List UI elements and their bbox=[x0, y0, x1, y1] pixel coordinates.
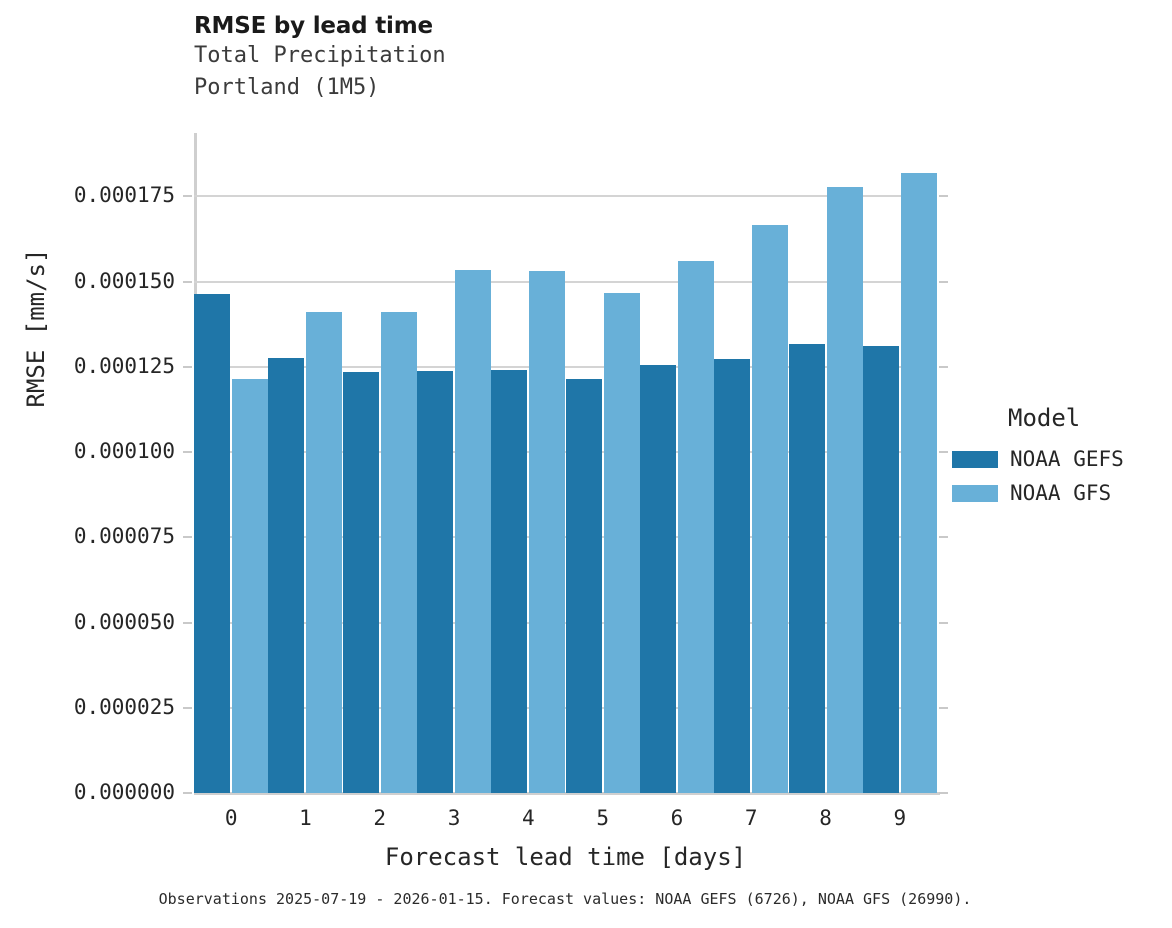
gridline bbox=[194, 621, 937, 624]
legend: Model NOAA GEFS NOAA GFS bbox=[952, 404, 1124, 512]
x-tick-label: 9 bbox=[893, 806, 907, 830]
y-tick-label: 0.000150 bbox=[73, 268, 175, 293]
y-tick-label: 0.000025 bbox=[73, 694, 175, 719]
bar-noaa-gfs-day-9 bbox=[900, 172, 937, 793]
x-tick-label: 0 bbox=[224, 806, 238, 830]
y-tick-label: 0.000175 bbox=[73, 183, 175, 208]
gridline bbox=[194, 280, 937, 283]
legend-rows: NOAA GEFS NOAA GFS bbox=[952, 444, 1124, 508]
y-tick-mark-right bbox=[939, 621, 948, 624]
bar-noaa-gefs-day-8 bbox=[788, 343, 825, 793]
x-tick-label: 6 bbox=[670, 806, 684, 830]
y-tick-mark bbox=[183, 706, 192, 709]
bar-noaa-gfs-day-6 bbox=[677, 261, 714, 793]
y-tick-label: 0.000075 bbox=[73, 524, 175, 549]
x-tick-label: 3 bbox=[447, 806, 461, 830]
bar-noaa-gefs-day-9 bbox=[862, 345, 899, 793]
y-tick-mark bbox=[183, 195, 192, 198]
y-tick-mark bbox=[183, 536, 192, 539]
legend-item-noaa-gfs[interactable]: NOAA GFS bbox=[952, 478, 1124, 508]
title-block: RMSE by lead time Total Precipitation Po… bbox=[194, 12, 446, 104]
y-tick-mark-right bbox=[939, 706, 948, 709]
bar-noaa-gefs-day-3 bbox=[417, 370, 454, 793]
bar-noaa-gefs-day-0 bbox=[194, 293, 231, 793]
y-tick-mark-right bbox=[939, 365, 948, 368]
x-tick-label: 8 bbox=[819, 806, 832, 830]
legend-swatch-icon bbox=[952, 484, 998, 502]
bar-noaa-gefs-day-1 bbox=[268, 358, 305, 793]
x-tick-label: 1 bbox=[299, 806, 312, 830]
y-axis-title: RMSE [mm/s] bbox=[22, 248, 50, 408]
y-tick-mark bbox=[183, 451, 192, 454]
bar-noaa-gefs-day-5 bbox=[565, 378, 602, 793]
y-tick-mark-right bbox=[939, 536, 948, 539]
x-tick-label: 4 bbox=[522, 806, 535, 830]
y-tick-mark-right bbox=[939, 451, 948, 454]
y-tick-mark bbox=[183, 621, 192, 624]
y-tick-label: 0.000125 bbox=[73, 353, 175, 378]
bar-noaa-gefs-day-7 bbox=[714, 359, 751, 793]
plot-area bbox=[183, 133, 948, 794]
bar-noaa-gfs-day-2 bbox=[380, 311, 417, 793]
bar-noaa-gfs-day-0 bbox=[232, 379, 269, 793]
bar-noaa-gfs-day-4 bbox=[529, 271, 566, 793]
y-tick-mark-right bbox=[939, 792, 948, 794]
bar-noaa-gefs-day-4 bbox=[491, 370, 528, 793]
y-tick-mark bbox=[183, 792, 192, 794]
legend-swatch-icon bbox=[952, 450, 998, 468]
gridline bbox=[194, 451, 937, 454]
chart-subtitle-location: Portland (1M5) bbox=[194, 75, 380, 100]
y-tick-mark-right bbox=[939, 195, 948, 198]
bar-noaa-gfs-day-7 bbox=[752, 225, 789, 793]
chart-caption: Observations 2025-07-19 - 2026-01-15. Fo… bbox=[158, 890, 972, 908]
y-tick-mark-right bbox=[939, 280, 948, 283]
legend-label: NOAA GFS bbox=[1010, 481, 1112, 505]
gridline bbox=[194, 195, 937, 198]
bar-noaa-gfs-day-5 bbox=[603, 292, 640, 793]
legend-item-noaa-gefs[interactable]: NOAA GEFS bbox=[952, 444, 1124, 474]
bar-noaa-gfs-day-8 bbox=[826, 186, 863, 793]
y-tick-label: 0.000050 bbox=[73, 609, 175, 634]
bar-noaa-gefs-day-6 bbox=[639, 365, 676, 793]
y-tick-mark bbox=[183, 365, 192, 368]
chart-title: RMSE by lead time bbox=[194, 13, 433, 39]
bar-noaa-gfs-day-1 bbox=[306, 311, 343, 793]
y-tick-label: 0.000000 bbox=[73, 780, 175, 804]
gridline bbox=[194, 706, 937, 709]
x-axis-spine bbox=[194, 792, 940, 795]
legend-title: Model bbox=[1008, 404, 1081, 432]
x-tick-label: 5 bbox=[596, 806, 609, 830]
y-tick-label: 0.000100 bbox=[73, 439, 175, 464]
gridline bbox=[194, 536, 937, 539]
gridline bbox=[194, 365, 937, 368]
x-axis-title: Forecast lead time [days] bbox=[384, 843, 747, 871]
x-tick-label: 7 bbox=[744, 806, 758, 830]
bar-noaa-gfs-day-3 bbox=[455, 270, 492, 793]
chart-subtitle-variable: Total Precipitation bbox=[194, 43, 446, 68]
y-tick-mark bbox=[183, 280, 192, 283]
bar-noaa-gefs-day-2 bbox=[342, 371, 379, 793]
x-tick-label: 2 bbox=[373, 806, 387, 830]
legend-label: NOAA GEFS bbox=[1010, 447, 1124, 471]
